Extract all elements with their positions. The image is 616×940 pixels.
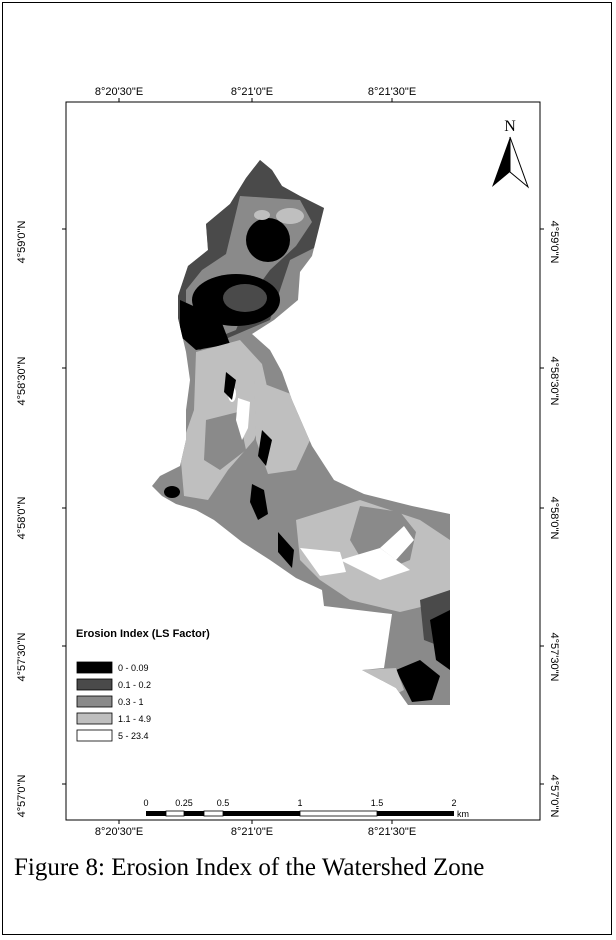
legend-swatch-0 [77,662,112,673]
legend-swatch-4 [77,730,112,741]
legend-title: Erosion Index (LS Factor) [76,628,210,640]
scale-label-5: 2 [451,798,456,808]
scale-label-0: 0 [143,798,148,808]
scale-bar [146,811,454,816]
legend-label-0: 0 - 0.09 [118,663,149,673]
scale-label-1: 0.25 [175,798,193,808]
scale-label-3: 1 [297,798,302,808]
scale-label-4: 1.5 [371,798,384,808]
legend-swatch-1 [77,679,112,690]
legend-label-2: 0.3 - 1 [118,697,144,707]
scale-label-2: 0.5 [217,798,230,808]
legend-label-3: 1.1 - 4.9 [118,714,151,724]
scale-unit: km [457,809,469,819]
north-label: N [504,118,516,135]
legend-swatch-3 [77,713,112,724]
legend-label-4: 5 - 23.4 [118,731,149,741]
figure-caption: Figure 8: Erosion Index of the Watershed… [14,852,602,883]
legend-label-1: 0.1 - 0.2 [118,680,151,690]
legend-swatch-2 [77,696,112,707]
